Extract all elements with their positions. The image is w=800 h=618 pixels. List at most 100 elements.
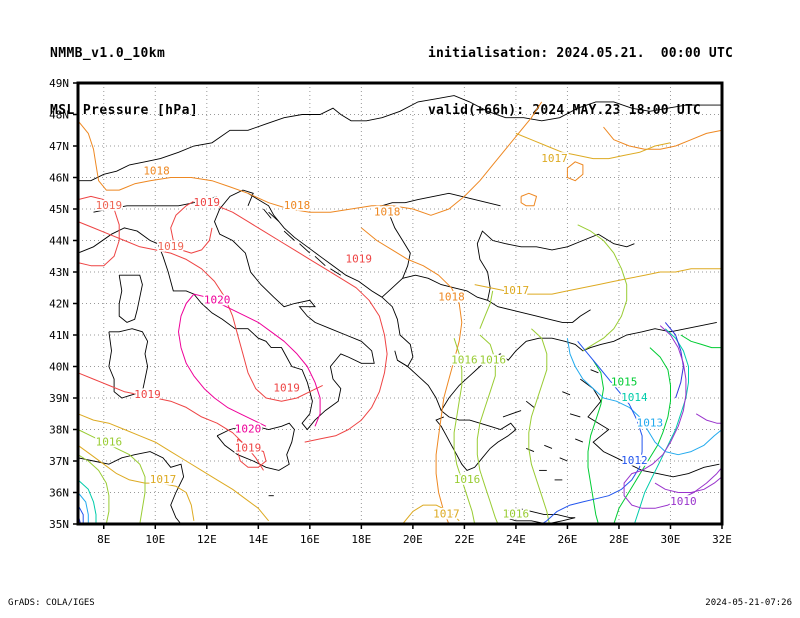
coastline-path [108, 328, 149, 399]
coastline-path [562, 391, 571, 396]
longitude-tick-label: 28E [609, 533, 629, 546]
contour-line-1019 [77, 195, 120, 267]
render-timestamp: 2024-05-21-07:26 [705, 598, 792, 608]
longitude-tick-label: 18E [351, 533, 371, 546]
contour-line-1011 [664, 322, 684, 399]
contour-line-1013 [603, 397, 723, 456]
contour-line-1010 [623, 325, 723, 509]
coastline-path [78, 95, 722, 182]
contour-label-halo: 1016 [454, 473, 481, 486]
pressure-contours [77, 101, 723, 525]
longitude-tick-label: 16E [300, 533, 320, 546]
coastline-path [263, 208, 272, 219]
coastline-path [247, 192, 414, 368]
coastline-path [569, 413, 581, 418]
contour-label: 1019 [194, 196, 221, 209]
contour-label-halo: 1019 [194, 196, 221, 209]
coastline-path [314, 255, 326, 267]
contour-label: 1013 [637, 416, 664, 429]
coastline-path [544, 444, 553, 449]
contour-label: 1020 [204, 294, 231, 307]
contour-line-1018 [77, 101, 543, 216]
contour-line-1012 [77, 504, 84, 524]
latitude-tick-label: 36N [49, 487, 69, 500]
coastline-path [93, 195, 218, 213]
longitude-tick-label: 20E [403, 533, 423, 546]
contour-label: 1014 [621, 391, 648, 404]
contour-label: 1016 [479, 353, 506, 366]
longitude-tick-label: 24E [506, 533, 526, 546]
contour-line-1016 [77, 454, 110, 525]
longitude-tick-label: 8E [97, 533, 110, 546]
contour-label: 1017 [150, 473, 177, 486]
contour-line-1013 [77, 492, 89, 524]
coastline-path [77, 189, 375, 431]
coastline-path [283, 230, 295, 241]
contour-line-1015 [680, 334, 722, 349]
contour-label-halo: 1018 [284, 199, 311, 212]
latitude-tick-label: 44N [49, 235, 69, 248]
contour-label: 1017 [541, 152, 568, 165]
contour-label-halo: 1017 [150, 473, 177, 486]
contour-line-1018 [520, 192, 537, 207]
contour-label-halo: 1017 [541, 152, 568, 165]
contour-label-halo: 1020 [235, 423, 262, 436]
coastline-path [525, 400, 535, 408]
contour-line-1010 [654, 476, 723, 493]
contour-line-1015 [613, 347, 671, 525]
latitude-tick-label: 38N [49, 424, 69, 437]
coastline-path [580, 378, 720, 478]
contour-line-1013 [566, 338, 604, 399]
contour-label-halo: 1019 [134, 388, 161, 401]
contour-label: 1020 [235, 423, 262, 436]
contour-label: 1019 [134, 388, 161, 401]
latitude-tick-label: 46N [49, 172, 69, 185]
latitude-tick-label: 48N [49, 109, 69, 122]
latitude-tick-label: 41N [49, 329, 69, 342]
contour-label-halo: 1016 [451, 353, 478, 366]
contour-map: 1018 1018 1019 1019 1019 1019 1018 1018 1018 1018… [0, 60, 800, 550]
coastline-path [476, 230, 635, 301]
contour-label: 1018 [374, 205, 401, 218]
coastline-path [216, 422, 295, 471]
contour-label: 1018 [284, 199, 311, 212]
contour-label-halo: 1012 [621, 454, 648, 467]
contour-line-1019 [77, 372, 264, 471]
contour-label-halo: 1019 [235, 442, 262, 455]
longitude-tick-label: 32E [712, 533, 732, 546]
contour-line-1018 [566, 161, 584, 182]
contour-label: 1019 [273, 382, 300, 395]
contour-label: 1019 [157, 240, 184, 253]
longitude-tick-label: 10E [145, 533, 165, 546]
field-name-label: MSL Pressure [hPa] [50, 103, 199, 118]
contour-label-halo: 1018 [374, 205, 401, 218]
contour-label: 1019 [346, 253, 373, 266]
contour-label-halo: 1016 [96, 435, 123, 448]
contour-label-halo: 1015 [611, 375, 638, 388]
contour-label-halo: 1018 [438, 290, 465, 303]
contour-label-halo: 1020 [204, 294, 231, 307]
contour-label: 1018 [143, 164, 170, 177]
latitude-axis: 35N 36N 37N 38N 39N 40N 41N 42N 43N 44N 45N 46N 47N 4… [49, 77, 78, 531]
contour-line-1019 [170, 199, 213, 254]
grid-lines [78, 83, 722, 524]
contour-label-halo: 1018 [143, 164, 170, 177]
latitude-tick-label: 42N [49, 298, 69, 311]
latitude-tick-label: 37N [49, 455, 69, 468]
latitude-tick-label: 49N [49, 77, 69, 90]
longitude-tick-label: 26E [558, 533, 578, 546]
longitude-tick-label: 30E [661, 533, 681, 546]
coastline-path [77, 451, 185, 525]
contour-label-halo: 1019 [96, 199, 123, 212]
contour-label: 1017 [433, 508, 460, 521]
contour-line-1020 [178, 293, 267, 427]
contour-label-halo: 1014 [621, 391, 648, 404]
contour-label-halo: 1019 [273, 382, 300, 395]
longitude-tick-label: 22E [454, 533, 474, 546]
coastline-path [590, 369, 599, 374]
contour-line-1017 [77, 413, 269, 522]
contour-label-halo: 1019 [157, 240, 184, 253]
contour-line-1010 [695, 413, 722, 424]
